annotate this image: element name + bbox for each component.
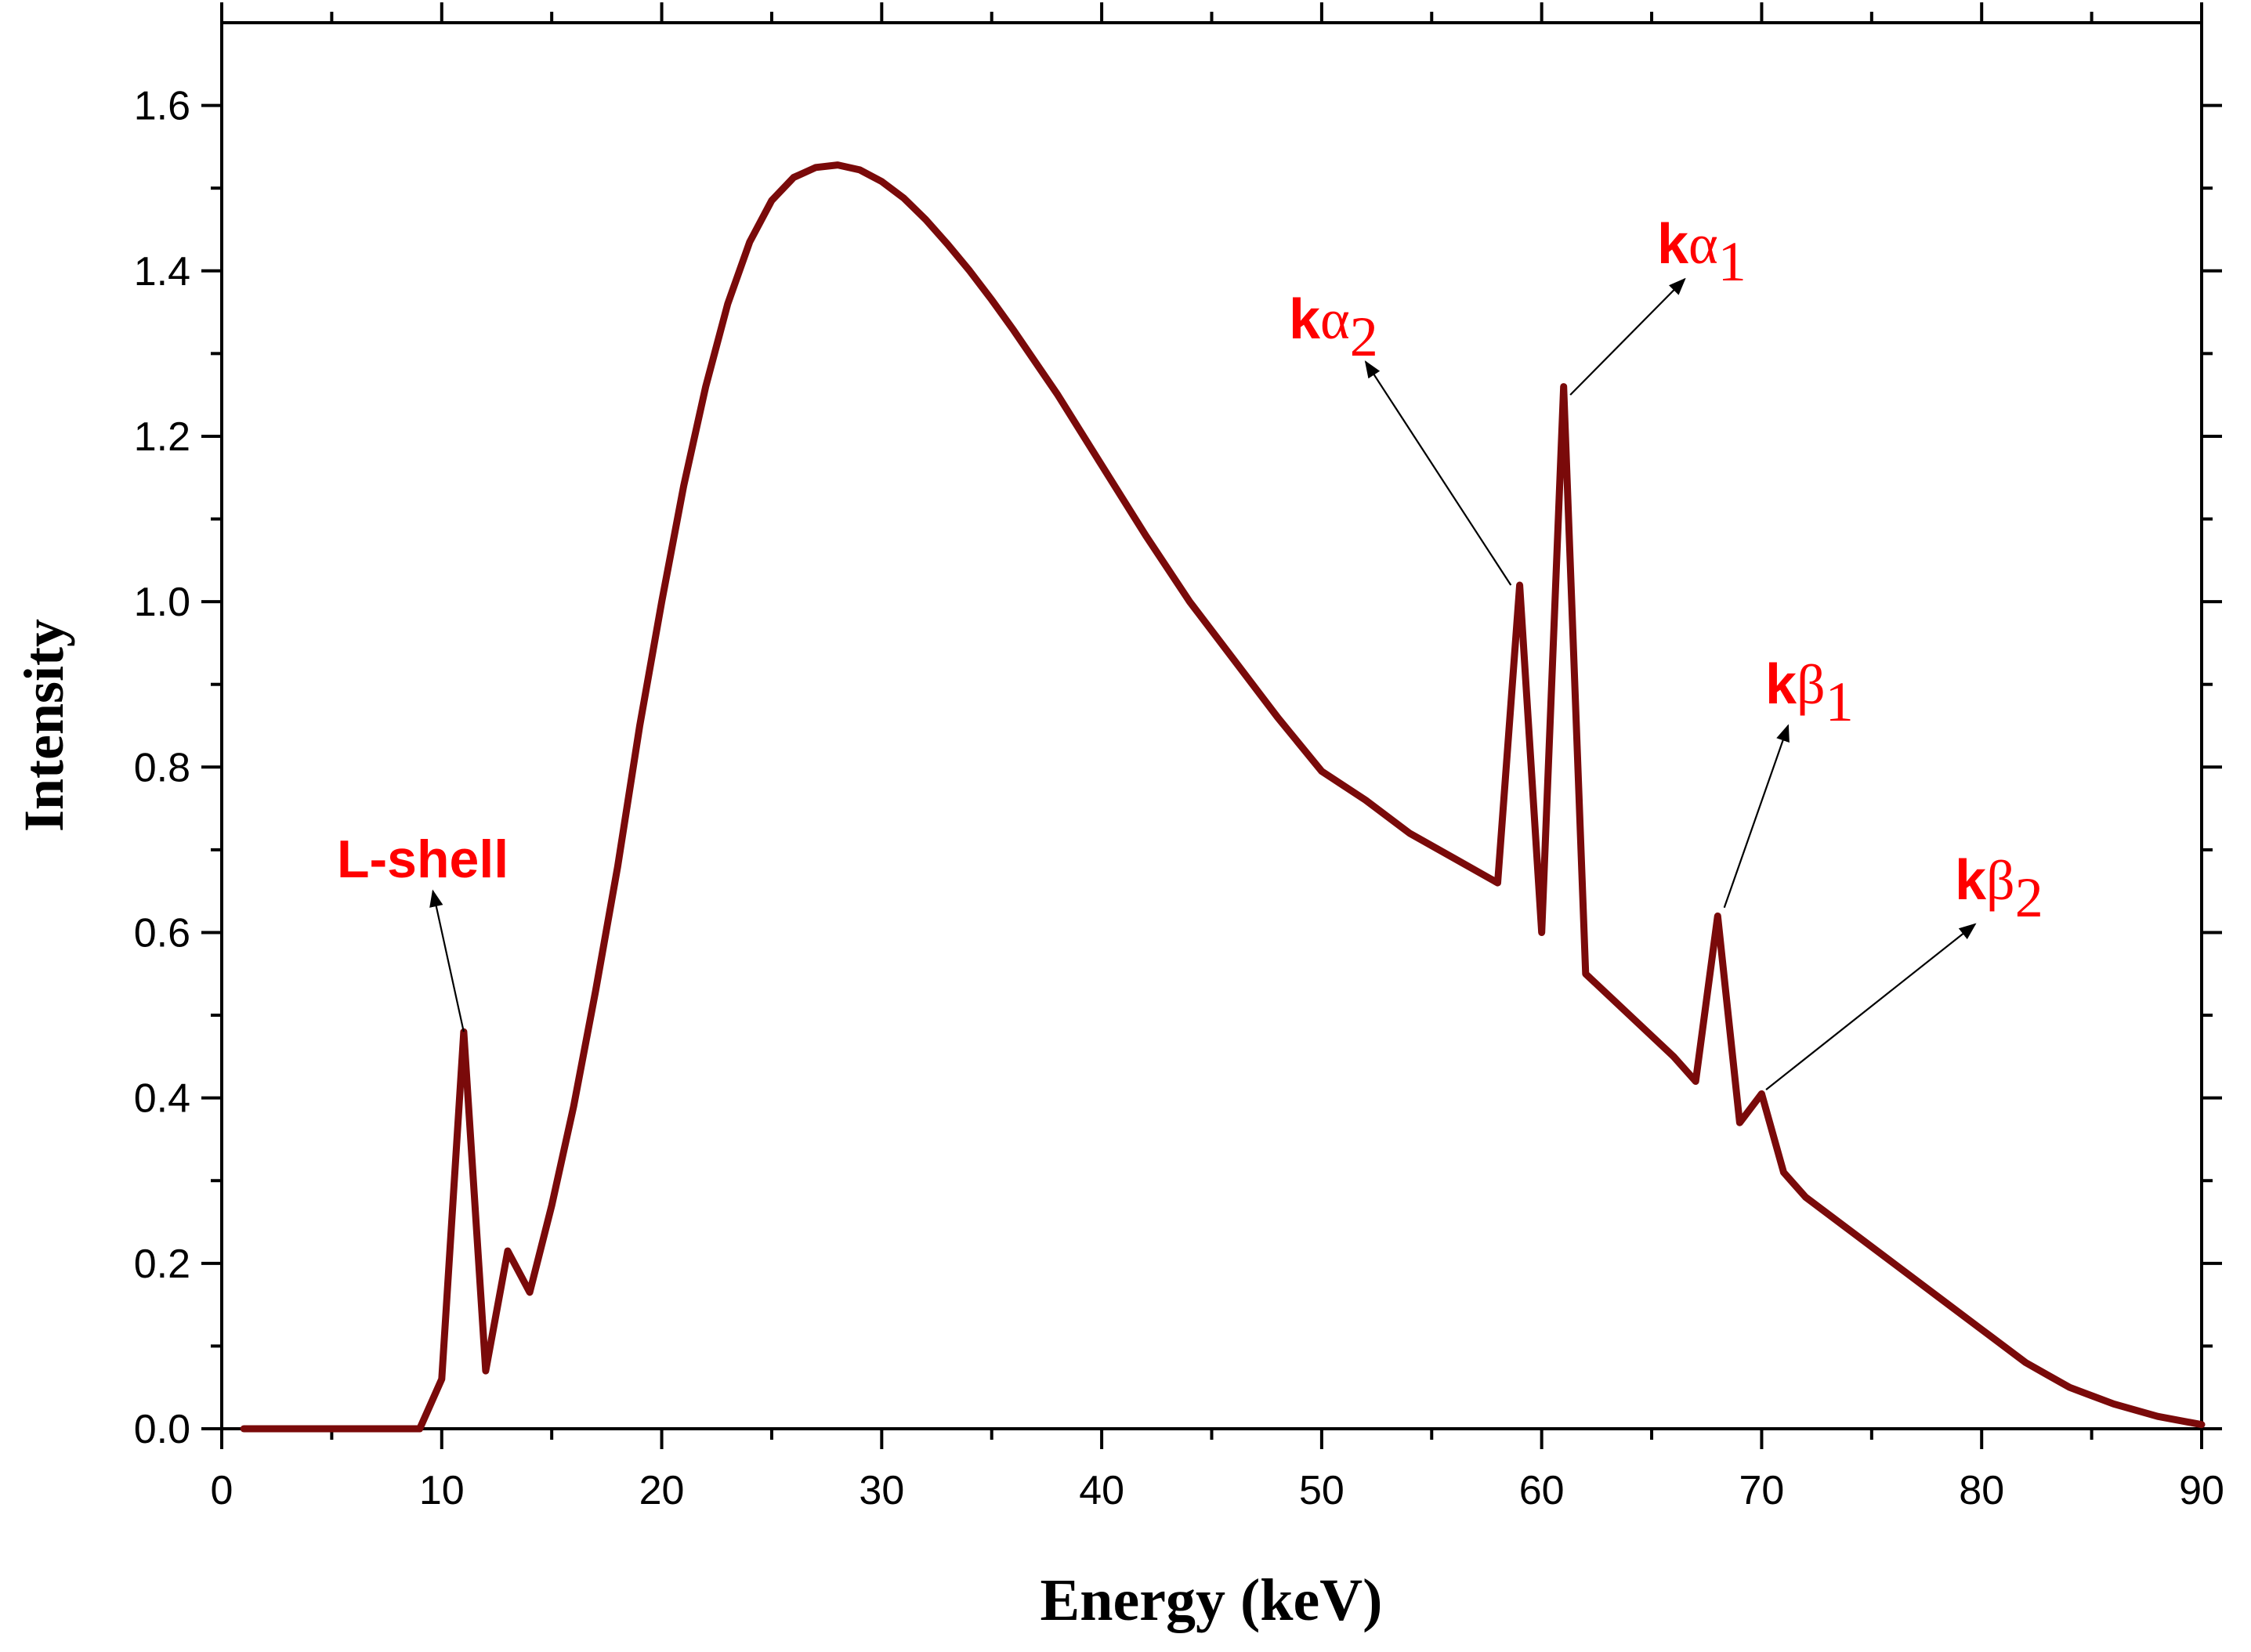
series-layer [240, 161, 2206, 1433]
spectrum-line [240, 161, 2206, 1433]
y-tick-label: 1.4 [134, 249, 190, 295]
y-tick-label: 1.2 [134, 414, 190, 460]
annotation-label-k-alpha-2: kα2 [1289, 288, 1378, 368]
annotation-label-k-beta-2: kβ2 [1955, 849, 2043, 929]
x-axis-title: Energy (keV) [1040, 1567, 1383, 1633]
x-tick-label: 0 [211, 1468, 233, 1513]
y-tick-label: 0.8 [134, 745, 190, 790]
x-tick-label: 90 [2179, 1468, 2224, 1513]
y-tick-label: 1.6 [134, 84, 190, 129]
axis-ticks [201, 2, 2222, 1449]
annotation-label-l-shell: L-shell [337, 830, 508, 889]
x-tick-label: 60 [1519, 1468, 1565, 1513]
y-tick-label: 0.0 [134, 1407, 190, 1452]
y-tick-label: 0.6 [134, 910, 190, 956]
y-axis-title: Intensity [13, 619, 75, 832]
annotation-label-k-alpha-1: kα1 [1657, 213, 1746, 293]
y-tick-label: 0.2 [134, 1242, 190, 1287]
annotation-arrow-k-beta-2 [1765, 923, 1977, 1090]
annotation-arrow-k-beta-1 [1723, 724, 1790, 909]
annotation-arrow-l-shell [429, 889, 465, 1032]
x-tick-label: 10 [419, 1468, 465, 1513]
y-tick-label: 1.0 [134, 580, 190, 625]
x-tick-label: 80 [1959, 1468, 2004, 1513]
annotation-arrow-k-alpha-2 [1364, 360, 1512, 586]
x-tick-label: 70 [1739, 1468, 1785, 1513]
annotation-arrow-k-alpha-1 [1569, 277, 1686, 396]
x-tick-label: 50 [1299, 1468, 1344, 1513]
peak-annotations: L-shell kα2 kα1 kβ1 kβ2 [337, 213, 2043, 1090]
plot-frame [220, 21, 2203, 1430]
y-tick-label: 0.4 [134, 1076, 190, 1122]
x-tick-label: 40 [1079, 1468, 1124, 1513]
x-tick-label: 20 [639, 1468, 685, 1513]
x-tick-label: 30 [859, 1468, 904, 1513]
annotation-label-k-beta-1: kβ1 [1765, 653, 1854, 733]
axis-tick-labels: 0 10 20 30 40 50 60 70 80 90 0.0 0.2 0.4 0.6 0.8 1.0 1.2… [134, 84, 2224, 1513]
